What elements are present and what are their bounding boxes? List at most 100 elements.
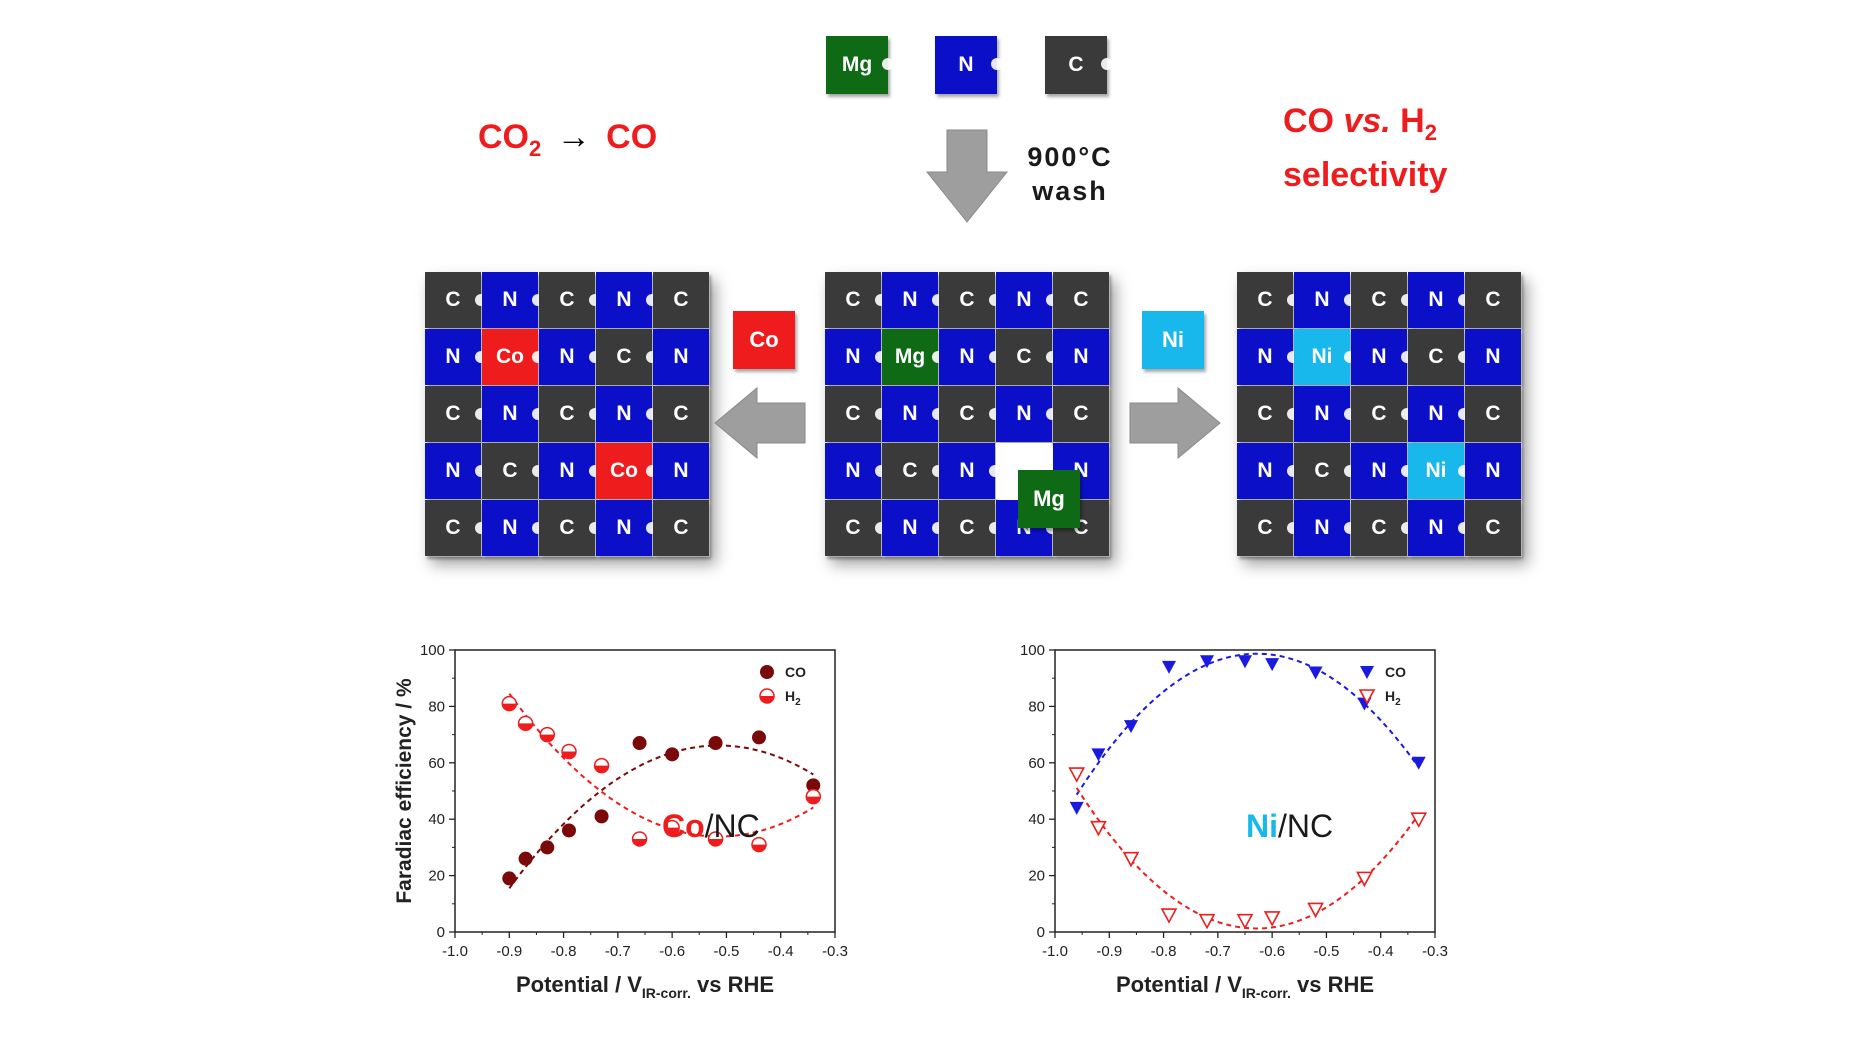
data-point xyxy=(806,778,821,793)
reaction-title: CO2 → CO xyxy=(478,118,657,162)
data-point xyxy=(632,736,647,751)
data-point xyxy=(1358,689,1376,705)
grid-tile-label: C xyxy=(1257,402,1273,425)
series-1 xyxy=(501,693,822,853)
grid-tile-label: N xyxy=(902,516,918,539)
grid-tile-label: C xyxy=(1314,459,1330,482)
x-tick-label: -1.0 xyxy=(1042,943,1068,960)
grid-tile-label: N xyxy=(616,402,632,425)
co-dopant-piece: Co xyxy=(733,311,795,369)
ni-nc-faradaic-chart: -1.0 -0.9 -0.8 -0.7 -0.6 -0.5 -0.4 -0.3 0 20 40 60 8… xyxy=(1020,642,1448,1001)
reaction-from-subscript: 2 xyxy=(529,135,542,161)
data-point-fill xyxy=(540,734,555,742)
grid-tile-n: N xyxy=(1465,329,1521,385)
grid-tile-label: N xyxy=(1428,402,1444,425)
x-axis-label-subscript: IR-corr. xyxy=(642,985,691,1001)
grid-tile-c: C xyxy=(882,443,944,499)
series-0 xyxy=(502,730,821,889)
data-point xyxy=(540,840,555,855)
y-tick-label: 80 xyxy=(1028,698,1045,715)
data-point xyxy=(1124,720,1138,734)
grid-tile-label: C xyxy=(445,402,461,425)
grid-tile-c: C xyxy=(653,386,709,442)
grid-tile-label: N xyxy=(959,345,975,368)
grid-tile-ni: Ni xyxy=(1408,443,1470,499)
data-point xyxy=(1162,660,1176,674)
grid-tile-label: Ni xyxy=(1425,459,1447,482)
grid-tile-n: N xyxy=(939,329,1001,385)
y-tick-label: 40 xyxy=(428,811,445,828)
data-point xyxy=(562,823,576,838)
data-point xyxy=(1410,812,1428,828)
grid-tile-label: N xyxy=(559,345,575,368)
catalyst-support: /NC xyxy=(705,808,760,844)
series-0 xyxy=(1069,652,1426,815)
grid-tile-label: N xyxy=(959,459,975,482)
grid-tile-n: N xyxy=(482,272,544,328)
x-tick-label: -0.5 xyxy=(1313,943,1339,960)
grid-tile-co: Co xyxy=(596,443,658,499)
ni-dopant-label: Ni xyxy=(1162,327,1184,352)
step-wash: wash xyxy=(1032,176,1108,206)
data-point xyxy=(665,747,680,762)
step-temperature: 900°C xyxy=(1027,142,1113,172)
data-point xyxy=(1160,908,1178,924)
y-tick-label: 100 xyxy=(420,642,445,659)
x-tick-label: -0.7 xyxy=(1205,943,1231,960)
y-tick-label: 0 xyxy=(437,924,445,941)
selectivity-line2: selectivity xyxy=(1283,155,1448,194)
catalyst-annotation: Ni/NC xyxy=(1246,808,1333,844)
legend-name: H xyxy=(1385,688,1395,704)
grid-tile-label: N xyxy=(502,516,518,539)
grid-tile-label: N xyxy=(616,288,632,311)
x-axis-label: Potential / VIR-corr. vs RHE xyxy=(1116,972,1374,1001)
fit-curve xyxy=(508,693,814,838)
x-tick-label: -0.9 xyxy=(1096,943,1122,960)
data-point xyxy=(1091,748,1106,762)
grid-tile-label: C xyxy=(559,288,575,311)
grid-tile-label: C xyxy=(1428,345,1444,368)
grid-tile-c: C xyxy=(1351,272,1413,328)
grid-tile-n: N xyxy=(1351,329,1413,385)
x-tick-label: -0.4 xyxy=(1368,943,1394,960)
grid-tile-c: C xyxy=(539,386,601,442)
grid-tile-label: C xyxy=(445,288,461,311)
grid-tile-c: C xyxy=(482,443,544,499)
grid-tile-n: N xyxy=(1294,272,1356,328)
data-point xyxy=(1122,851,1140,868)
y-tick-label: 60 xyxy=(428,755,445,772)
plot-frame xyxy=(1054,649,1436,933)
legend-name: H xyxy=(785,688,795,704)
y-tick-label: 60 xyxy=(1028,755,1045,772)
grid-tile-c: C xyxy=(1351,500,1413,556)
grid-tile-n: N xyxy=(882,500,944,556)
grid-tile-ni: Ni xyxy=(1294,329,1356,385)
grid-tile-label: N xyxy=(845,459,861,482)
reaction-arrow: → xyxy=(556,118,591,156)
grid-tile-n: N xyxy=(1294,386,1356,442)
grid-tile-label: N xyxy=(502,402,518,425)
grid-tile-c: C xyxy=(1294,443,1356,499)
grid-tile-c: C xyxy=(1408,329,1470,385)
data-point xyxy=(752,730,766,745)
legend-name-subscript: 2 xyxy=(795,697,801,708)
x-axis-label-suffix: vs RHE xyxy=(1291,972,1374,997)
left-exchange-arrow xyxy=(714,386,806,460)
grid-tile-n: N xyxy=(882,386,944,442)
grid-tile-label: C xyxy=(1073,402,1089,425)
x-axis-label-prefix: Potential / V xyxy=(1116,972,1242,997)
grid-tile-n: N xyxy=(425,443,487,499)
data-point xyxy=(594,809,609,824)
co-nc-grid: C N C N C N Co N C N C N C N C N C N Co N C N C N C xyxy=(425,272,710,557)
grid-tile-label: N xyxy=(1257,345,1273,368)
grid-tile-label: N xyxy=(1257,459,1273,482)
grid-tile-label: C xyxy=(559,516,575,539)
grid-tile-label: C xyxy=(445,516,461,539)
y-tick-label: 20 xyxy=(1028,868,1045,885)
data-point-fill xyxy=(632,838,647,846)
data-point xyxy=(1356,871,1373,888)
legend-name: CO xyxy=(785,664,806,680)
legend-label: H2 xyxy=(1385,688,1401,708)
mg-leaving-piece: Mg xyxy=(1018,470,1080,528)
reaction-to: CO xyxy=(606,118,658,156)
